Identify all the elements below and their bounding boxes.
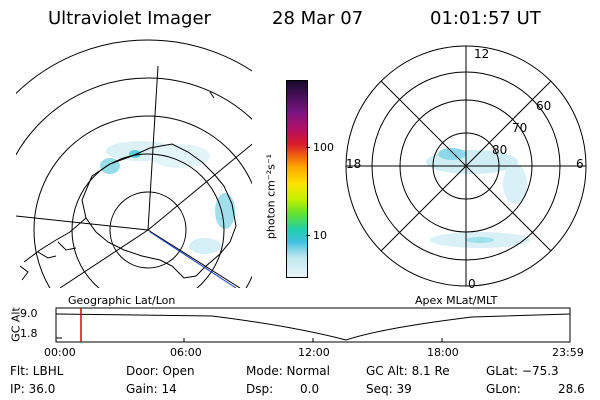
geographic-label: Geographic Lat/Lon [68, 294, 176, 307]
gain-info: Gain: 14 [126, 382, 177, 396]
ip-info: IP: 36.0 [10, 382, 56, 396]
colorbar-tick-100 [306, 147, 310, 148]
timeline-ytick-1-8: 1.8 [20, 327, 38, 340]
mlt-label-6: 6 [576, 157, 584, 171]
mlt-label-0: 0 [468, 277, 476, 288]
timeline-xtick-1200: 12:00 [298, 346, 330, 359]
mlat-mlt-polar-plot: 12 18 6 0 60 70 80 [345, 45, 587, 288]
lat-label-80: 80 [492, 143, 507, 157]
date-label: 28 Mar 07 [272, 8, 364, 29]
timeline-xtick-2359: 23:59 [552, 346, 584, 359]
door-info: Door: Open [126, 364, 195, 378]
geographic-map [16, 39, 252, 288]
mode-info: Mode: Normal [246, 364, 330, 378]
apex-label: Apex MLat/MLT [415, 294, 498, 307]
timeline-xtick-0000: 00:00 [44, 346, 76, 359]
glat-info: GLat: −75.3 [486, 364, 559, 378]
colorbar-tick-label-100: 100 [313, 141, 334, 154]
seq-info: Seq: 39 [366, 382, 412, 396]
mlt-label-18: 18 [346, 157, 361, 171]
aurora-emission [100, 141, 235, 254]
lat-label-60: 60 [536, 99, 551, 113]
timeline-xtick-1800: 18:00 [427, 346, 459, 359]
mlt-label-12: 12 [474, 47, 489, 61]
filter-info: Flt: LBHL [10, 364, 64, 378]
colorbar-tick-label-10: 10 [313, 229, 327, 242]
timeline-xtick-0600: 06:00 [170, 346, 202, 359]
colorbar-label: photon cm⁻²s⁻¹ [264, 153, 278, 240]
timeline-ytick-9: 9.0 [20, 307, 38, 320]
colorbar [286, 80, 308, 278]
glon-value: 28.6 [558, 382, 585, 396]
aurora-oval [426, 148, 530, 248]
altitude-timeline [55, 307, 571, 343]
app-title: Ultraviolet Imager [48, 8, 211, 29]
lat-label-70: 70 [512, 121, 527, 135]
colorbar-tick-10 [306, 235, 310, 236]
glon-label: GLon: [486, 382, 521, 396]
dsp-label: Dsp: [246, 382, 274, 396]
time-label: 01:01:57 UT [430, 8, 541, 29]
dsp-value: 0.0 [300, 382, 320, 396]
gc-alt-info: GC Alt: 8.1 Re [366, 364, 450, 378]
